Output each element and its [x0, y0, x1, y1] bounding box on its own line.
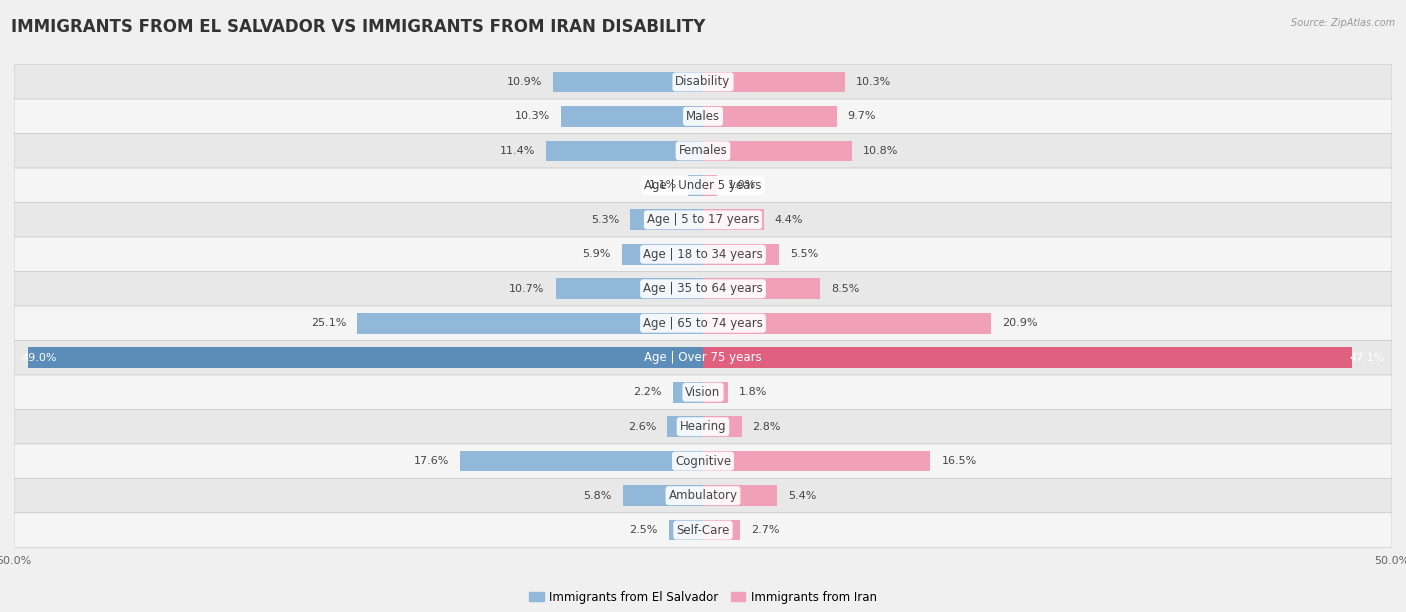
Bar	[561, 106, 703, 127]
Text: 1.0%: 1.0%	[728, 181, 756, 190]
Legend: Immigrants from El Salvador, Immigrants from Iran: Immigrants from El Salvador, Immigrants …	[524, 586, 882, 608]
Text: Age | 18 to 34 years: Age | 18 to 34 years	[643, 248, 763, 261]
Text: 2.7%: 2.7%	[751, 525, 780, 535]
Text: 2.5%: 2.5%	[628, 525, 658, 535]
Text: Self-Care: Self-Care	[676, 524, 730, 537]
Bar	[357, 313, 703, 334]
Text: 10.9%: 10.9%	[506, 77, 541, 87]
Bar	[703, 451, 931, 471]
Text: 10.3%: 10.3%	[515, 111, 550, 121]
Bar	[703, 141, 852, 161]
FancyBboxPatch shape	[14, 306, 1392, 340]
Text: Source: ZipAtlas.com: Source: ZipAtlas.com	[1291, 18, 1395, 28]
Bar	[703, 244, 779, 264]
FancyBboxPatch shape	[14, 409, 1392, 444]
Bar	[688, 175, 703, 196]
FancyBboxPatch shape	[14, 340, 1392, 375]
FancyBboxPatch shape	[14, 444, 1392, 479]
Text: Ambulatory: Ambulatory	[668, 489, 738, 502]
Text: Disability: Disability	[675, 75, 731, 88]
FancyBboxPatch shape	[14, 479, 1392, 513]
Text: 5.8%: 5.8%	[583, 491, 612, 501]
Bar	[703, 209, 763, 230]
Bar	[621, 244, 703, 264]
FancyBboxPatch shape	[14, 203, 1392, 237]
Text: 2.2%: 2.2%	[633, 387, 662, 397]
Bar	[703, 520, 740, 540]
Text: 47.1%: 47.1%	[1350, 353, 1385, 363]
FancyBboxPatch shape	[14, 65, 1392, 99]
Text: 5.5%: 5.5%	[790, 249, 818, 259]
Text: Vision: Vision	[685, 386, 721, 398]
Text: 10.8%: 10.8%	[863, 146, 898, 156]
Text: 25.1%: 25.1%	[311, 318, 346, 328]
FancyBboxPatch shape	[14, 513, 1392, 547]
Text: Females: Females	[679, 144, 727, 157]
FancyBboxPatch shape	[14, 237, 1392, 272]
Text: 5.3%: 5.3%	[591, 215, 619, 225]
Text: 10.3%: 10.3%	[856, 77, 891, 87]
Text: 8.5%: 8.5%	[831, 284, 859, 294]
Text: IMMIGRANTS FROM EL SALVADOR VS IMMIGRANTS FROM IRAN DISABILITY: IMMIGRANTS FROM EL SALVADOR VS IMMIGRANT…	[11, 18, 706, 36]
Text: Cognitive: Cognitive	[675, 455, 731, 468]
Text: 20.9%: 20.9%	[1002, 318, 1038, 328]
Bar	[555, 278, 703, 299]
Text: 1.8%: 1.8%	[738, 387, 768, 397]
Text: 5.9%: 5.9%	[582, 249, 610, 259]
Text: 10.7%: 10.7%	[509, 284, 544, 294]
Text: 4.4%: 4.4%	[775, 215, 803, 225]
Text: Age | 35 to 64 years: Age | 35 to 64 years	[643, 282, 763, 295]
Bar	[703, 106, 837, 127]
Bar	[703, 485, 778, 506]
Bar	[703, 278, 820, 299]
Bar	[703, 348, 1353, 368]
Bar	[630, 209, 703, 230]
Bar	[703, 175, 717, 196]
Bar	[461, 451, 703, 471]
Bar	[669, 520, 703, 540]
Text: 16.5%: 16.5%	[942, 456, 977, 466]
Bar	[546, 141, 703, 161]
Text: 49.0%: 49.0%	[21, 353, 56, 363]
Bar	[553, 72, 703, 92]
Bar	[703, 313, 991, 334]
Bar	[28, 348, 703, 368]
Bar	[703, 416, 741, 437]
Bar	[623, 485, 703, 506]
FancyBboxPatch shape	[14, 272, 1392, 306]
Text: 11.4%: 11.4%	[499, 146, 534, 156]
Text: Age | Over 75 years: Age | Over 75 years	[644, 351, 762, 364]
Text: 2.8%: 2.8%	[752, 422, 782, 431]
Text: 5.4%: 5.4%	[789, 491, 817, 501]
Text: 9.7%: 9.7%	[848, 111, 876, 121]
Bar	[703, 72, 845, 92]
Text: 2.6%: 2.6%	[627, 422, 657, 431]
FancyBboxPatch shape	[14, 168, 1392, 203]
Text: Age | Under 5 years: Age | Under 5 years	[644, 179, 762, 192]
Text: Age | 5 to 17 years: Age | 5 to 17 years	[647, 214, 759, 226]
Text: Age | 65 to 74 years: Age | 65 to 74 years	[643, 317, 763, 330]
Bar	[672, 382, 703, 403]
Text: Males: Males	[686, 110, 720, 123]
Text: 1.1%: 1.1%	[648, 181, 676, 190]
FancyBboxPatch shape	[14, 375, 1392, 409]
FancyBboxPatch shape	[14, 133, 1392, 168]
FancyBboxPatch shape	[14, 99, 1392, 133]
Text: 17.6%: 17.6%	[415, 456, 450, 466]
Text: Hearing: Hearing	[679, 420, 727, 433]
Bar	[703, 382, 728, 403]
Bar	[668, 416, 703, 437]
